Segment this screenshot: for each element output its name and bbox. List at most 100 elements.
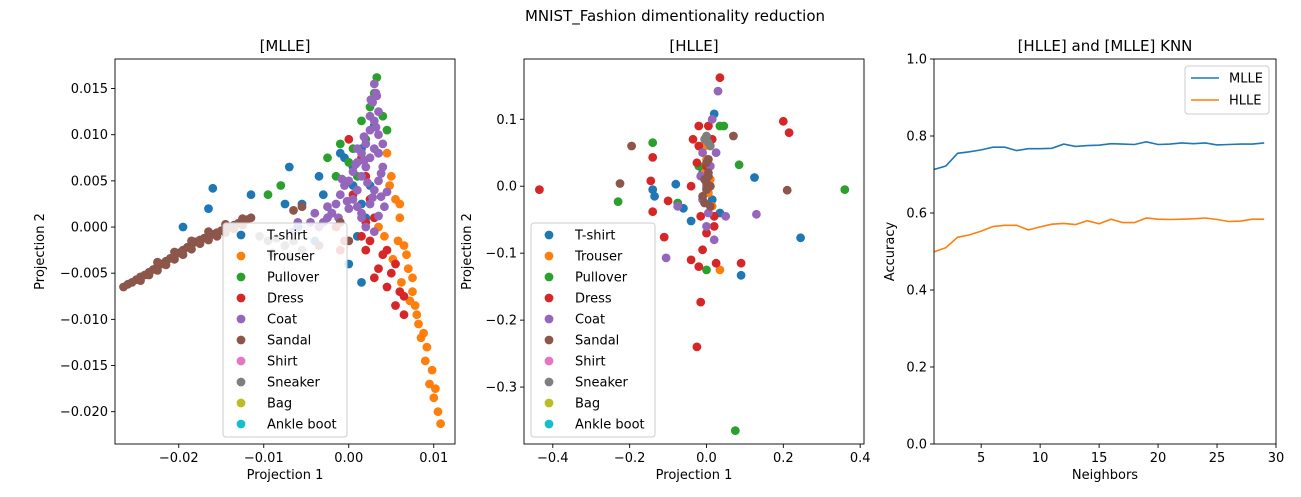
- scatter-point: [721, 211, 731, 221]
- scatter-point: [187, 244, 196, 254]
- legend-marker: [544, 335, 554, 345]
- legend-label: Trouser: [266, 250, 315, 265]
- scatter-point: [705, 141, 715, 151]
- scatter-point: [366, 95, 376, 104]
- scatter-point: [707, 195, 717, 205]
- scatter-point: [348, 167, 358, 177]
- legend-marker: [544, 230, 554, 240]
- scatter-point: [352, 144, 362, 154]
- legend-marker: [236, 293, 246, 303]
- scatter-point: [359, 132, 369, 142]
- scatter-point: [369, 79, 379, 89]
- scatter-point: [702, 178, 711, 188]
- scatter-point: [661, 253, 671, 263]
- scatter-point: [369, 185, 379, 195]
- scatter-point: [395, 199, 405, 209]
- y-tick-label: 0.1: [496, 113, 517, 128]
- series-line-mlle: [934, 140, 1265, 171]
- y-tick-label: 0.4: [906, 284, 927, 299]
- scatter-point: [719, 121, 729, 131]
- scatter-point: [408, 273, 417, 283]
- y-tick-label: −0.020: [60, 405, 108, 420]
- x-axis-label: Neighbors: [1072, 468, 1138, 483]
- y-tick-label: 0.0: [906, 438, 927, 453]
- scatter-point: [715, 73, 725, 83]
- legend-label: Coat: [575, 313, 605, 328]
- scatter-point: [686, 181, 696, 191]
- axes-frame: [523, 58, 865, 445]
- scatter-point: [382, 148, 392, 158]
- x-axis-label: Projection 1: [247, 468, 324, 483]
- scatter-point: [705, 201, 715, 211]
- scatter-point: [368, 193, 377, 202]
- scatter-point: [357, 171, 366, 181]
- x-tick-label: 0.0: [696, 451, 717, 466]
- scatter-point: [391, 259, 400, 269]
- scatter-point: [386, 171, 396, 181]
- scatter-point: [374, 107, 383, 116]
- legend-marker: [236, 335, 246, 345]
- scatter-point: [736, 258, 746, 268]
- scatter-point: [393, 236, 403, 246]
- scatter-point: [395, 213, 405, 223]
- scatter-point: [698, 148, 707, 158]
- scatter-point: [704, 155, 713, 164]
- x-tick-label: −0.01: [244, 451, 284, 466]
- scatter-point: [696, 211, 706, 221]
- scatter-point: [344, 134, 354, 144]
- scatter-point: [344, 204, 354, 214]
- legend-label: T-shirt: [266, 229, 308, 244]
- legend-marker: [236, 251, 246, 261]
- scatter-point: [750, 173, 759, 182]
- legend-label: Dress: [575, 292, 612, 307]
- x-axis-label: Projection 1: [656, 468, 733, 483]
- legend-label: MLLE: [1229, 72, 1263, 87]
- legend-marker: [544, 377, 554, 387]
- scatter-point: [688, 134, 698, 144]
- scatter-point: [204, 227, 213, 237]
- hlle-scatter-plot: −0.4 −0.2 0.0 0.2 0.4 −0.3 −0.2 −0.1 0.0 0.1 [HLLE…: [460, 37, 871, 483]
- scatter-point: [263, 190, 273, 200]
- scatter-point: [276, 181, 286, 190]
- legend-marker: [236, 419, 246, 429]
- scatter-point: [204, 204, 213, 214]
- scatter-point: [700, 134, 709, 144]
- legend-marker: [544, 293, 554, 303]
- scatter-point: [420, 356, 430, 366]
- scatter-point: [246, 190, 256, 200]
- scatter-point: [711, 258, 721, 268]
- scatter-point: [403, 264, 413, 273]
- scatter-point: [337, 174, 347, 184]
- scatter-point: [436, 419, 445, 429]
- scatter-point: [778, 116, 788, 126]
- scatter-point: [796, 233, 805, 243]
- scatter-point: [380, 202, 389, 212]
- legend-label: Sandal: [575, 334, 619, 349]
- legend-label: Pullover: [575, 271, 628, 286]
- legend-label: Dress: [267, 292, 304, 307]
- scatter-point: [613, 197, 623, 207]
- scatter-point: [698, 191, 707, 201]
- scatter-point: [170, 254, 179, 264]
- scatter-point: [694, 262, 704, 271]
- legend-label: Ankle boot: [575, 418, 645, 433]
- scatter-point: [715, 265, 725, 275]
- legend-label: Coat: [267, 313, 297, 328]
- scatter-point: [752, 209, 761, 219]
- x-tick-label: 20: [1150, 451, 1167, 466]
- legend-label: Bag: [267, 397, 292, 412]
- scatter-point: [357, 116, 366, 126]
- x-tick-label: −0.2: [614, 451, 646, 466]
- scatter-point: [692, 342, 702, 352]
- y-tick-label: 0.015: [71, 82, 108, 97]
- scatter-point: [314, 171, 324, 181]
- series-sneaker: [700, 131, 715, 151]
- scatter-point: [335, 190, 345, 200]
- scatter-point: [419, 328, 428, 338]
- scatter-point: [382, 187, 392, 197]
- legend-marker: [236, 272, 246, 282]
- y-axis-label: Accuracy: [883, 222, 898, 282]
- scatter-point: [402, 250, 411, 260]
- x-tick-label: 25: [1209, 451, 1226, 466]
- y-tick-label: 1.0: [906, 53, 927, 68]
